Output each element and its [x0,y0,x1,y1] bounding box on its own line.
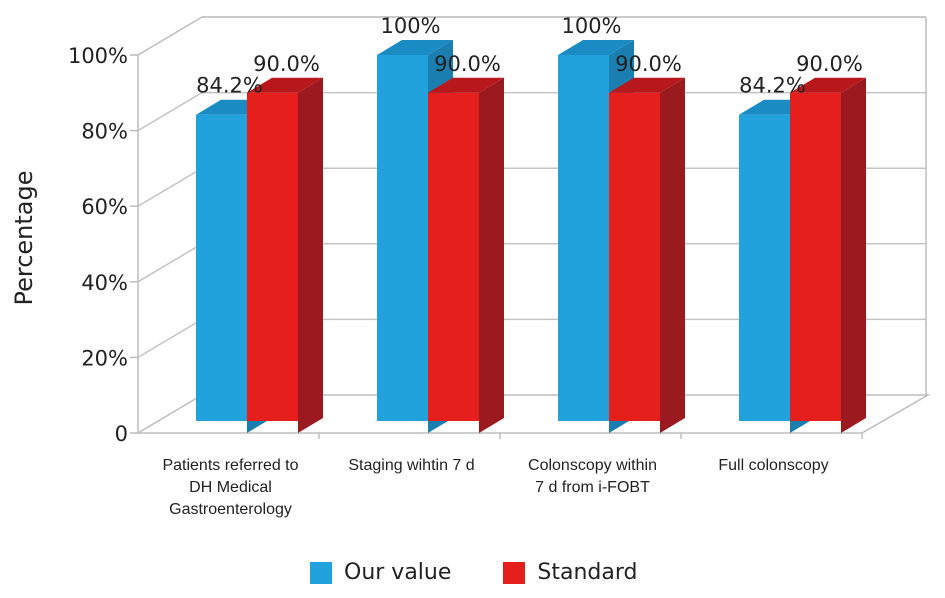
bar [377,55,428,421]
bar-side [298,77,323,434]
bar [739,114,790,421]
data-label: 90.0% [796,52,863,76]
bar-top [609,77,685,93]
data-label: 84.2% [196,74,263,98]
data-labels: 84.2%90.0%100%90.0%100%90.0%84.2%90.0% [196,14,863,98]
data-label: 100% [380,14,440,38]
bar-side [479,77,504,434]
bar-side [841,77,866,434]
data-label: 90.0% [434,52,501,76]
x-tick-label-line: Patients referred to [162,457,298,474]
chart-walls [135,16,931,434]
x-tick-label-line: DH Medical [189,479,272,496]
bar-top [558,40,634,55]
legend-label-our-value: Our value [344,560,452,585]
bar [247,92,298,422]
x-tick-label: Staging wihtin 7 d [348,457,474,474]
bar [790,92,841,422]
legend-label-standard: Standard [537,560,638,585]
y-axis-ticks: 0 20% 40% 60% 80% 100% [68,44,138,446]
bar [609,92,660,422]
floor [135,394,931,434]
y-tick-label: 40% [81,271,128,295]
x-tick-label-line: Gastroenterology [169,501,292,518]
bar-top [247,77,323,93]
y-tick-label: 100% [68,44,128,68]
y-tick-label: 60% [81,195,128,219]
x-tick-label: Full colonscopy [718,457,828,474]
legend-swatch-standard [503,561,526,584]
bar [196,114,247,421]
x-tick-label-line: Full colonscopy [718,457,828,474]
bar [428,92,479,422]
bars [196,40,866,434]
legend-swatch-our-value [310,561,332,584]
back-wall-top [137,16,926,56]
bar-side [660,77,685,434]
bar [558,55,609,421]
x-tick-label-line: Staging wihtin 7 d [348,457,474,474]
data-label: 100% [561,14,621,38]
bar-top [790,77,866,93]
gridline [137,16,926,56]
y-tick-label: 80% [81,120,128,144]
data-label: 90.0% [253,52,320,76]
x-tick-label-line: Colonscopy within [528,457,657,474]
legend: Our value Standard [310,560,637,585]
bar-top [428,77,504,93]
y-tick-label: 20% [81,346,128,370]
x-axis-labels: Patients referred to DH Medical Gastroente… [162,433,863,518]
x-tick-label: Patients referred to DH Medical Gastroente… [162,457,298,518]
data-label: 90.0% [615,52,682,76]
data-label: 84.2% [739,74,806,98]
bar-top [377,40,453,55]
y-axis-label: Percentage [10,170,38,305]
y-tick-label: 0 [115,422,128,446]
legend-item-our-value: Our value [310,560,451,585]
x-tick-label-line: 7 d from i-FOBT [535,479,650,496]
legend-item-standard: Standard [503,560,637,585]
x-tick-label: Colonscopy within 7 d from i-FOBT [528,457,657,496]
